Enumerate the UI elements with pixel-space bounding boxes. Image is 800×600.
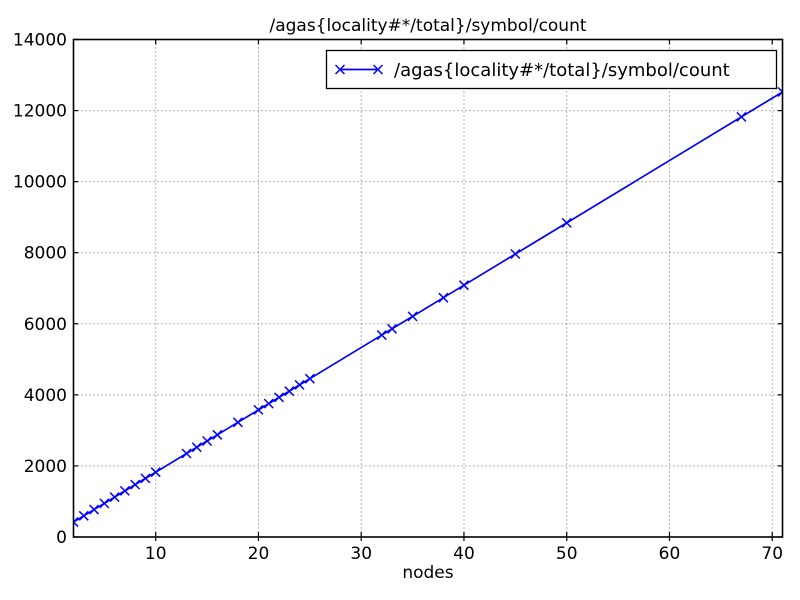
x-tick-label: 70	[761, 544, 783, 564]
chart-title: /agas{locality#*/total}/symbol/count	[269, 16, 586, 36]
legend-box	[325, 49, 778, 90]
legend-x-marker-icon	[372, 64, 384, 75]
y-tick-label: 6000	[24, 315, 67, 335]
y-tick-label: 4000	[24, 386, 67, 406]
data-point-x-markers	[73, 86, 783, 528]
y-tick-label: 2000	[24, 457, 67, 477]
x-tick-label: 10	[145, 544, 167, 564]
y-tick-label: 14000	[13, 31, 67, 51]
data-series	[73, 86, 783, 528]
x-tick-label: 30	[350, 544, 372, 564]
y-tick-label: 10000	[13, 173, 67, 193]
y-tick-label: 12000	[13, 102, 67, 122]
y-tick-label: 0	[56, 528, 67, 548]
x-tick-label: 50	[556, 544, 578, 564]
y-tick-label: 8000	[24, 244, 67, 264]
legend-x-marker-icon	[334, 64, 346, 75]
grid-lines	[73, 39, 783, 537]
legend: /agas{locality#*/total}/symbol/count	[325, 49, 778, 90]
plot-frame	[72, 38, 784, 538]
x-tick-label: 40	[453, 544, 475, 564]
legend-label: /agas{locality#*/total}/symbol/count	[394, 60, 730, 81]
x-axis-label: nodes	[402, 563, 453, 583]
x-tick-label: 20	[248, 544, 270, 564]
x-tick-label: 60	[659, 544, 681, 564]
